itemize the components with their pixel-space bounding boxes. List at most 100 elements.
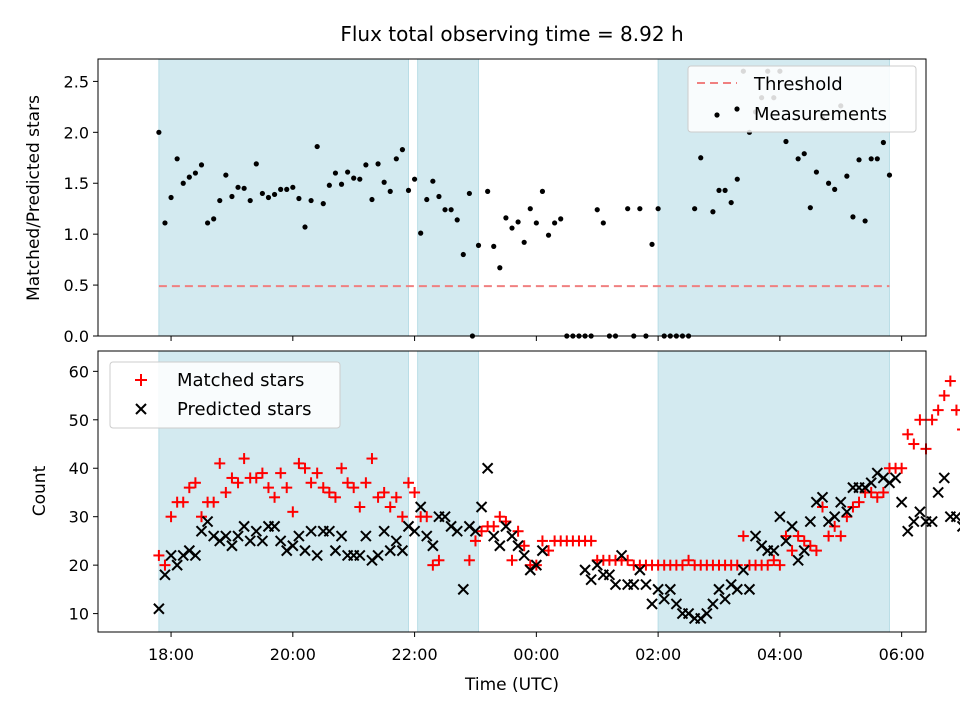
- measurement-point-55: [485, 188, 491, 194]
- predicted-point-116: [889, 472, 902, 484]
- matched-point-55: [506, 554, 518, 566]
- matched-point-12: [220, 486, 232, 498]
- top-panel: 0.0 0.5 1.0 1.5 2.0 2.5 Matched/Predicted sta…: [24, 58, 927, 346]
- predicted-point-54: [475, 501, 488, 513]
- matched-point-36: [366, 453, 378, 465]
- measurement-point-108: [825, 180, 832, 186]
- predicted-point-9: [201, 515, 214, 528]
- predicted-point-3: [165, 549, 177, 562]
- x-tick-label: 22:00: [392, 645, 438, 664]
- measurement-point-82: [655, 206, 661, 212]
- measurement-point-61: [521, 239, 527, 245]
- matched-point-48: [463, 554, 475, 566]
- measurement-point-93: [728, 199, 734, 206]
- measurement-point-37: [375, 161, 381, 167]
- measurement-point-112: [850, 214, 856, 220]
- measurement-point-113: [856, 157, 862, 163]
- matched-point-31: [336, 462, 348, 474]
- predicted-point-106: [828, 510, 841, 523]
- matched-point-17: [250, 472, 262, 484]
- measurement-point-15: [241, 185, 247, 191]
- matched-point-42: [403, 477, 414, 489]
- measurement-point-17: [253, 161, 259, 167]
- matched-point-98: [768, 554, 780, 566]
- x-tick-label: 20:00: [270, 645, 316, 664]
- predicted-point-25: [299, 544, 311, 557]
- predicted-point-102: [804, 515, 817, 528]
- predicted-point-2: [159, 569, 171, 581]
- matched-point-26: [305, 477, 317, 489]
- top-y-tick-label: 1.5: [64, 174, 89, 193]
- predicted-point-46: [427, 540, 439, 552]
- measurement-point-20: [271, 191, 278, 198]
- measurement-point-21: [278, 186, 284, 192]
- predicted-point-51: [457, 583, 470, 596]
- top-x-ticks: [170, 336, 903, 341]
- measurement-point-8: [198, 162, 205, 168]
- matched-point-1: [153, 549, 165, 561]
- bottom-y-tick-label: 30: [69, 508, 89, 527]
- matched-point-127: [944, 375, 956, 387]
- measurement-point-51: [460, 251, 466, 258]
- legend-measurements-swatch-dot-2: [734, 106, 740, 112]
- measurement-point-52: [466, 190, 472, 197]
- measurement-point-13: [229, 193, 235, 200]
- matched-point-33: [348, 482, 360, 494]
- bottom-y-tick-label: 60: [69, 362, 89, 381]
- matched-point-15: [238, 453, 250, 465]
- predicted-point-35: [360, 530, 372, 542]
- x-tick-label: 04:00: [757, 645, 803, 664]
- measurement-point-5: [180, 180, 186, 186]
- matched-point-120: [902, 428, 914, 440]
- bottom-y-tick-label: 10: [69, 605, 89, 624]
- measurement-point-46: [430, 178, 436, 184]
- matched-point-114: [865, 486, 877, 498]
- matched-point-18: [256, 467, 268, 479]
- measurement-point-47: [436, 193, 442, 200]
- matched-point-92: [731, 559, 743, 571]
- bottom-y-tick-label: 50: [69, 411, 89, 430]
- predicted-point-20: [268, 520, 281, 533]
- matched-point-125: [932, 404, 944, 416]
- matched-point-129: [957, 428, 960, 431]
- top-y-tick-label: 2.5: [64, 72, 89, 91]
- predicted-point-69: [603, 569, 616, 581]
- predicted-point-18: [256, 535, 269, 547]
- measurement-point-30: [332, 170, 339, 176]
- legend-measurements-swatch-dot-1: [714, 112, 720, 118]
- top-y-tick-label: 0.0: [64, 327, 89, 346]
- predicted-point-12: [220, 530, 232, 542]
- measurement-point-91: [716, 187, 722, 193]
- measurement-point-90: [710, 209, 716, 215]
- bottom-y-axis-label: Count: [30, 465, 50, 516]
- measurement-point-116: [874, 156, 880, 162]
- predicted-point-99: [786, 520, 798, 533]
- matched-point-35: [360, 477, 372, 489]
- matched-point-50: [476, 525, 488, 537]
- matched-point-21: [275, 467, 287, 479]
- matched-point-121: [908, 438, 920, 450]
- top-y-tick-label: 2.0: [64, 123, 89, 142]
- matched-point-53: [494, 511, 506, 523]
- measurement-point-32: [345, 169, 351, 175]
- predicted-point-27: [311, 549, 323, 562]
- measurement-point-49: [448, 207, 454, 213]
- matched-point-112: [853, 496, 865, 508]
- measurement-point-7: [192, 170, 199, 176]
- predicted-point-4: [171, 559, 183, 571]
- matched-point-122: [914, 414, 926, 426]
- matched-point-61: [543, 545, 555, 557]
- measurement-point-115: [868, 156, 874, 162]
- bottom-shaded-interval-3: [657, 350, 890, 633]
- matched-point-2: [159, 559, 171, 571]
- matched-point-37: [372, 491, 384, 503]
- predicted-point-71: [615, 549, 628, 562]
- top-y-tick-label: 0.5: [64, 276, 89, 295]
- top-y-ticks: 0.0 0.5 1.0 1.5 2.0 2.5: [64, 72, 98, 346]
- matched-point-107: [823, 530, 835, 542]
- measurement-point-60: [515, 219, 521, 225]
- matched-point-103: [798, 535, 810, 547]
- predicted-point-74: [634, 564, 646, 576]
- top-shaded-interval-1: [158, 58, 409, 337]
